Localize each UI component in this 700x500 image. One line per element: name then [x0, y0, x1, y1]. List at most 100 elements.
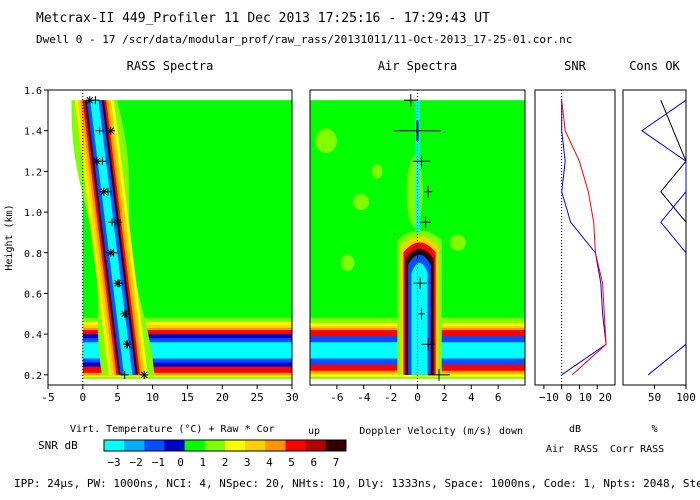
- rass-frame: [47, 89, 293, 386]
- colorbar-tick-label: 3: [244, 456, 251, 469]
- colorbar-tick-label: 6: [310, 456, 317, 469]
- air-x-tick-label: -2: [384, 391, 397, 404]
- rass-x-tick-label: 10: [146, 391, 159, 404]
- colorbar-tick-label: −2: [130, 456, 143, 469]
- rass-y-tick-label: 0.4: [24, 330, 42, 341]
- rass-x-tick-label: 25: [251, 391, 264, 404]
- footer-parameters: IPP: 24μs, PW: 1000ns, NCI: 4, NSpec: 20…: [14, 477, 700, 490]
- colorbar-title: SNR dB: [38, 439, 78, 452]
- air-noise-patch: [449, 234, 466, 251]
- air-title: Air Spectra: [378, 59, 457, 73]
- air-noise-patch: [371, 164, 383, 179]
- colorbar-swatch: [124, 440, 145, 451]
- rass-y-label: Height (km): [4, 204, 15, 270]
- cons-title: Cons OK: [629, 59, 680, 73]
- snr-line-air: [561, 100, 607, 376]
- header-line-2: Dwell 0 - 17 /scr/data/modular_prof/raw_…: [36, 33, 573, 46]
- rass-title: RASS Spectra: [127, 59, 214, 73]
- rass-cor-marker: [113, 218, 122, 227]
- rass-plume-level-7: [90, 100, 133, 375]
- rass-raw-marker: [120, 370, 129, 379]
- rass-cor-marker: [99, 187, 108, 196]
- legend-air: Air: [546, 444, 564, 455]
- colorbar-swatch: [245, 440, 266, 451]
- colorbar-swatch: [184, 440, 206, 451]
- colorbar-swatch: [164, 440, 186, 451]
- rass-x-tick-label: 0: [80, 391, 87, 404]
- snr-x-tick-labels: −10 0 10 20: [539, 391, 612, 404]
- rass-y-tick-label: 1.2: [24, 167, 42, 178]
- snr-title: SNR: [564, 59, 586, 73]
- colorbar-tick-label: −1: [152, 456, 165, 469]
- header-line-1: Metcrax-II 449_Profiler 11 Dec 2013 17:2…: [36, 11, 490, 26]
- air-x-tick-label: -4: [357, 391, 371, 404]
- rass-y-tick-label: 0.2: [24, 371, 42, 382]
- air-plume-level-5: [411, 262, 428, 375]
- colorbar-swatch: [265, 440, 286, 451]
- rass-x-tick-label: 30: [285, 391, 298, 404]
- colorbar-swatch: [104, 440, 125, 451]
- snr-line-rass: [561, 100, 607, 376]
- cons-x-label: %: [651, 424, 657, 435]
- rass-cor-marker: [106, 248, 115, 257]
- rass-x-tick-label: 5: [114, 391, 121, 404]
- colorbar-tick-label: 5: [288, 456, 295, 469]
- air-x-label: Doppler Velocity (m/s): [359, 426, 491, 437]
- colorbar-frame: [103, 439, 347, 452]
- legend-rass: RASS: [574, 444, 598, 455]
- colorbar-tick-label: 1: [199, 456, 206, 469]
- rass-cor-marker: [123, 340, 132, 349]
- rass-x-tick-label: 15: [181, 391, 194, 404]
- air-noise-patch: [353, 193, 370, 211]
- colorbar-swatch: [325, 440, 347, 451]
- rass-cor-marker: [92, 157, 101, 166]
- colorbar-swatch: [285, 440, 307, 451]
- air-x-tick-label: -6: [330, 391, 343, 404]
- air-x-tick-label: 6: [495, 391, 502, 404]
- colorbar-tick-label: 7: [333, 456, 340, 469]
- air-zero-strip: [415, 100, 420, 233]
- rass-cor-marker: [113, 279, 122, 288]
- air-noise-patch: [315, 128, 337, 154]
- colorbar-swatch: [225, 440, 246, 451]
- cons-x-tick-label: 50: [648, 391, 661, 404]
- rass-spectra-panel: -5 0 5 10 15 20 25 30 0.2 0.4 0.6 0.8 1.0 1.2 1.4 1.6 RA…: [4, 59, 299, 435]
- air-noise-patch: [340, 254, 355, 272]
- rass-cor-marker: [106, 126, 115, 135]
- air-up-label: up: [308, 426, 320, 437]
- colorbar-swatch: [305, 440, 327, 451]
- rass-y-tick-label: 1.4: [24, 127, 42, 138]
- snr-x-label: dB: [569, 424, 581, 435]
- cons-line-1: [660, 100, 687, 375]
- snr-colorbar: SNR dB −3 −2 −1 0 1 2 3 4 5 6 7: [38, 439, 347, 469]
- rass-y-tick-label: 1.0: [24, 208, 42, 219]
- rass-cor-marker: [120, 309, 129, 318]
- cons-frame: [622, 89, 687, 386]
- rass-raw-marker: [95, 126, 104, 135]
- cons-ok-panel: 50 100 Cons OK%: [622, 59, 696, 435]
- colorbar-swatch: [144, 440, 165, 451]
- rass-x-tick-label: -5: [41, 391, 54, 404]
- air-x-tick-label: 2: [441, 391, 448, 404]
- rass-cor-marker: [140, 370, 149, 379]
- colorbar-tick-label: 2: [222, 456, 229, 469]
- cons-x-tick-label: 100: [676, 391, 696, 404]
- air-x-tick-label: 0: [414, 391, 421, 404]
- colorbar-tick-label: −3: [107, 456, 120, 469]
- rass-y-tick-label: 1.6: [24, 86, 42, 97]
- snr-frame: [534, 89, 616, 386]
- air-x-tick-label: 4: [468, 391, 475, 404]
- colorbar-swatch: [204, 440, 226, 451]
- colorbar-tick-label: 0: [177, 456, 184, 469]
- colorbar-tick-label: 4: [266, 456, 273, 469]
- rass-x-tick-label: 20: [216, 391, 229, 404]
- rass-y-tick-label: 0.8: [24, 249, 42, 260]
- rass-cor-marker: [85, 96, 94, 105]
- air-spectra-panel: -6 -4 -2 0 2 4 6 Air Spectra up Doppler Velocity …: [308, 59, 526, 437]
- rass-x-label: Virt. Temperature (°C) + Raw * Cor: [70, 424, 275, 435]
- rass-y-tick-label: 0.6: [24, 289, 42, 300]
- air-noise-patch: [406, 156, 423, 228]
- air-down-label: down: [499, 426, 523, 437]
- snr-panel: −10 0 10 20 SNR dB Air RASS Corr RASS: [534, 59, 664, 455]
